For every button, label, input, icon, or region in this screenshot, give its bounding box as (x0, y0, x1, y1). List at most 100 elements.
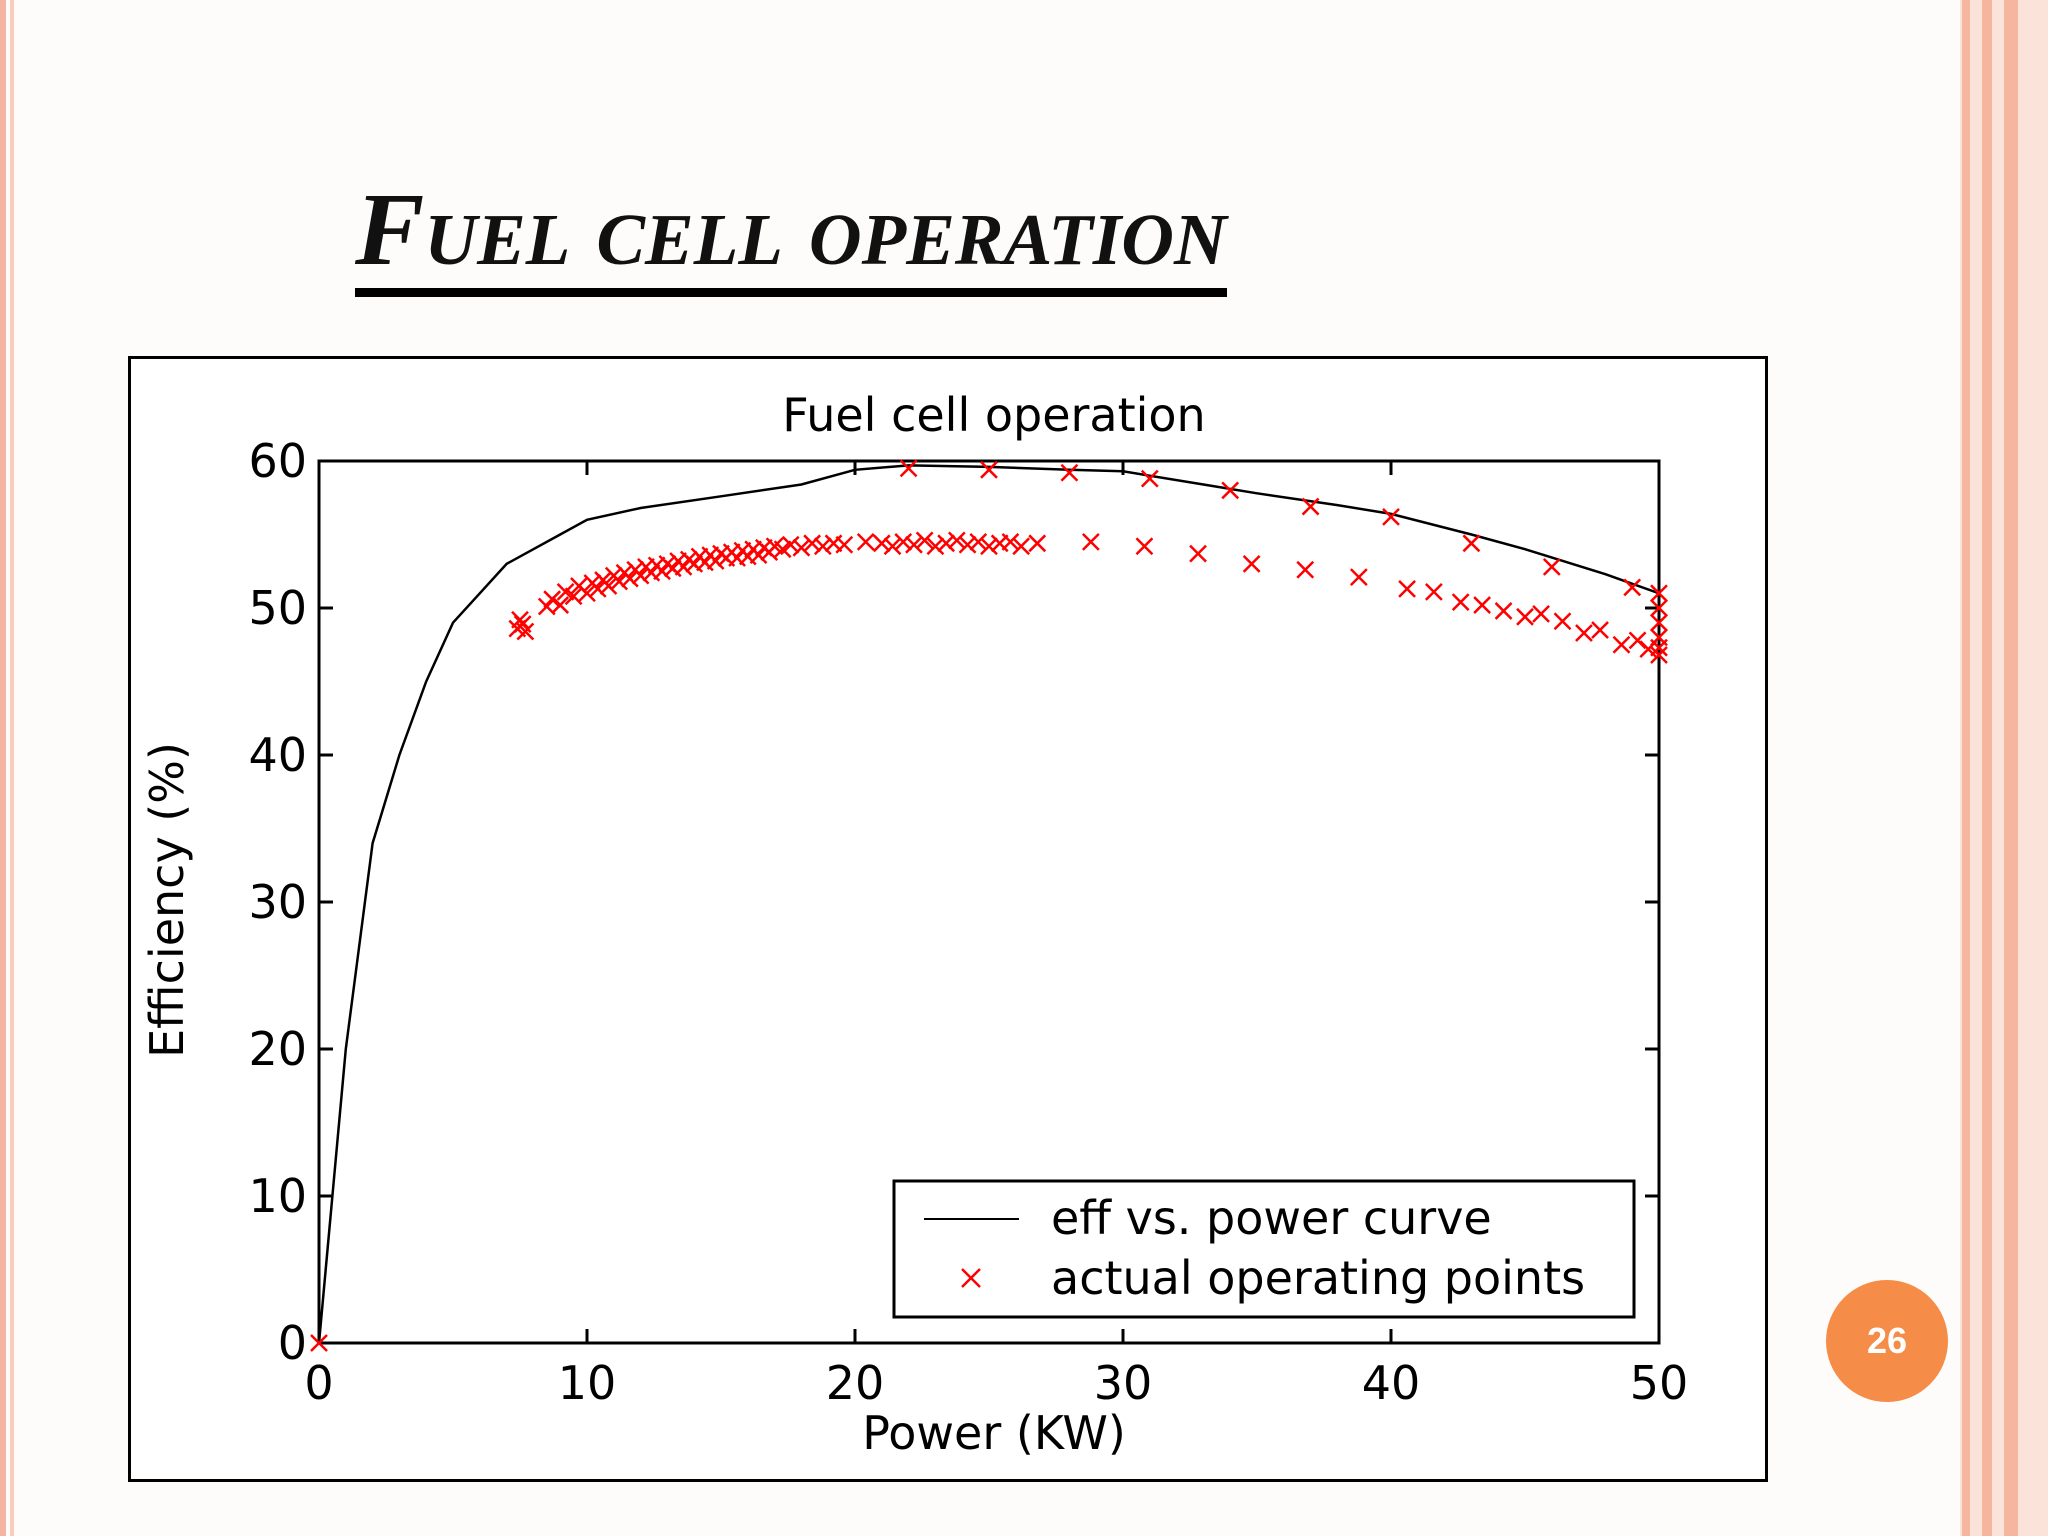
data-point-x (1575, 624, 1593, 642)
legend-entry-curve: eff vs. power curve (1051, 1191, 1492, 1245)
data-point-x (969, 532, 988, 551)
legend: eff vs. power curve actual operating poi… (892, 1179, 1636, 1319)
data-point-x (516, 622, 535, 641)
data-point-x (1516, 607, 1534, 626)
data-point-x (599, 577, 618, 595)
data-point-x (792, 538, 811, 557)
data-point-x (1081, 532, 1100, 551)
x-tick-label: 40 (1362, 1356, 1421, 1410)
data-point-x (620, 569, 639, 588)
data-point-x (915, 531, 934, 550)
data-point-x (1542, 557, 1561, 576)
data-point-x (1473, 596, 1492, 614)
data-point-x (905, 535, 923, 554)
legend-marker-x-glyph (961, 1268, 981, 1288)
data-point-x (1623, 578, 1642, 597)
data-point-x (937, 534, 956, 553)
data-point-x (1553, 612, 1572, 631)
x-tick-label: 30 (1094, 1356, 1153, 1410)
left-border-stripe-inner (10, 0, 14, 1536)
series-line-eff-curve (317, 464, 1660, 1344)
data-point-x (1650, 599, 1668, 617)
data-point-x (1382, 507, 1400, 526)
left-border-stripe (0, 0, 6, 1536)
data-point-x (894, 532, 913, 551)
right-border-stripe (1962, 0, 1970, 1536)
data-point-x (1140, 469, 1159, 488)
data-point-x (781, 535, 800, 554)
data-point-x (1424, 582, 1443, 601)
data-point-x (653, 562, 671, 581)
data-point-x (556, 582, 575, 601)
data-point-x (588, 580, 607, 598)
data-point-x (1028, 534, 1047, 553)
data-point-x (543, 590, 562, 609)
data-point-x (1650, 646, 1668, 664)
data-point-x (856, 532, 875, 551)
data-point-x (1650, 638, 1668, 657)
data-point-x (980, 537, 998, 556)
legend-entry-points: actual operating points (1051, 1251, 1585, 1305)
page-number-badge: 26 (1826, 1280, 1948, 1402)
y-tick-label: 20 (248, 1022, 307, 1076)
data-point-x (1296, 560, 1315, 579)
data-point-x (1060, 463, 1079, 482)
data-point-x (813, 537, 832, 556)
x-tick-label: 50 (1630, 1356, 1689, 1410)
right-border-stripe (2004, 0, 2018, 1536)
data-point-x (883, 537, 902, 556)
x-axis-label: Power (KW) (862, 1406, 1126, 1460)
data-point-x (899, 459, 918, 478)
data-point-x (578, 584, 596, 603)
x-tick-label: 10 (558, 1356, 617, 1410)
data-point-x (1301, 497, 1320, 516)
points-layer (310, 459, 1668, 1352)
data-point-x (1242, 555, 1261, 573)
data-point-x (1462, 534, 1481, 553)
data-point-x (631, 566, 650, 585)
data-point-x (872, 534, 891, 553)
data-point-x (551, 596, 570, 614)
y-tick-label: 0 (278, 1316, 307, 1370)
data-point-x (1650, 584, 1668, 603)
data-point-x (1221, 481, 1240, 500)
data-point-x (835, 535, 854, 554)
data-point-x (310, 1334, 328, 1352)
y-tick-label: 40 (248, 728, 307, 782)
data-point-x (1612, 635, 1631, 654)
legend-marker-x (961, 1268, 981, 1288)
slide-title: Fuel cell operation (355, 178, 1227, 297)
data-point-x (1001, 532, 1020, 551)
legend-box (892, 1179, 1636, 1319)
y-axis-label: Efficiency (%) (140, 742, 194, 1058)
data-point-x (1532, 604, 1550, 623)
x-tick-label: 20 (826, 1356, 885, 1410)
right-border-stripe (1982, 0, 1992, 1536)
data-point-x (1591, 621, 1609, 639)
data-point-x (610, 572, 629, 591)
data-point-x (674, 557, 693, 576)
data-point-x (926, 537, 945, 556)
data-point-x (1494, 602, 1513, 620)
data-point-x (749, 546, 768, 564)
x-tick-label: 0 (304, 1356, 333, 1410)
curve-layer (317, 464, 1660, 1344)
data-point-x (958, 535, 977, 554)
data-point-x (773, 540, 792, 559)
data-point-x (1012, 537, 1031, 556)
data-point-x (980, 460, 998, 479)
data-point-x (1189, 544, 1207, 563)
y-tick-label: 50 (248, 581, 307, 635)
chart-title: Fuel cell operation (782, 388, 1205, 442)
chart-svg: Fuel cell operation Power (KW) Efficienc… (140, 388, 1688, 1460)
y-tick-label: 10 (248, 1169, 307, 1223)
data-point-x (1135, 537, 1154, 556)
axes-group: 0 10 20 30 40 50 0 10 20 30 40 50 60 (248, 434, 1688, 1410)
data-point-x (1650, 613, 1668, 632)
data-point-x (1451, 593, 1470, 612)
data-point-x (803, 534, 822, 553)
data-point-x (1349, 568, 1368, 587)
y-tick-label: 30 (248, 875, 307, 929)
data-point-x (947, 531, 966, 550)
data-point-x (564, 587, 583, 606)
